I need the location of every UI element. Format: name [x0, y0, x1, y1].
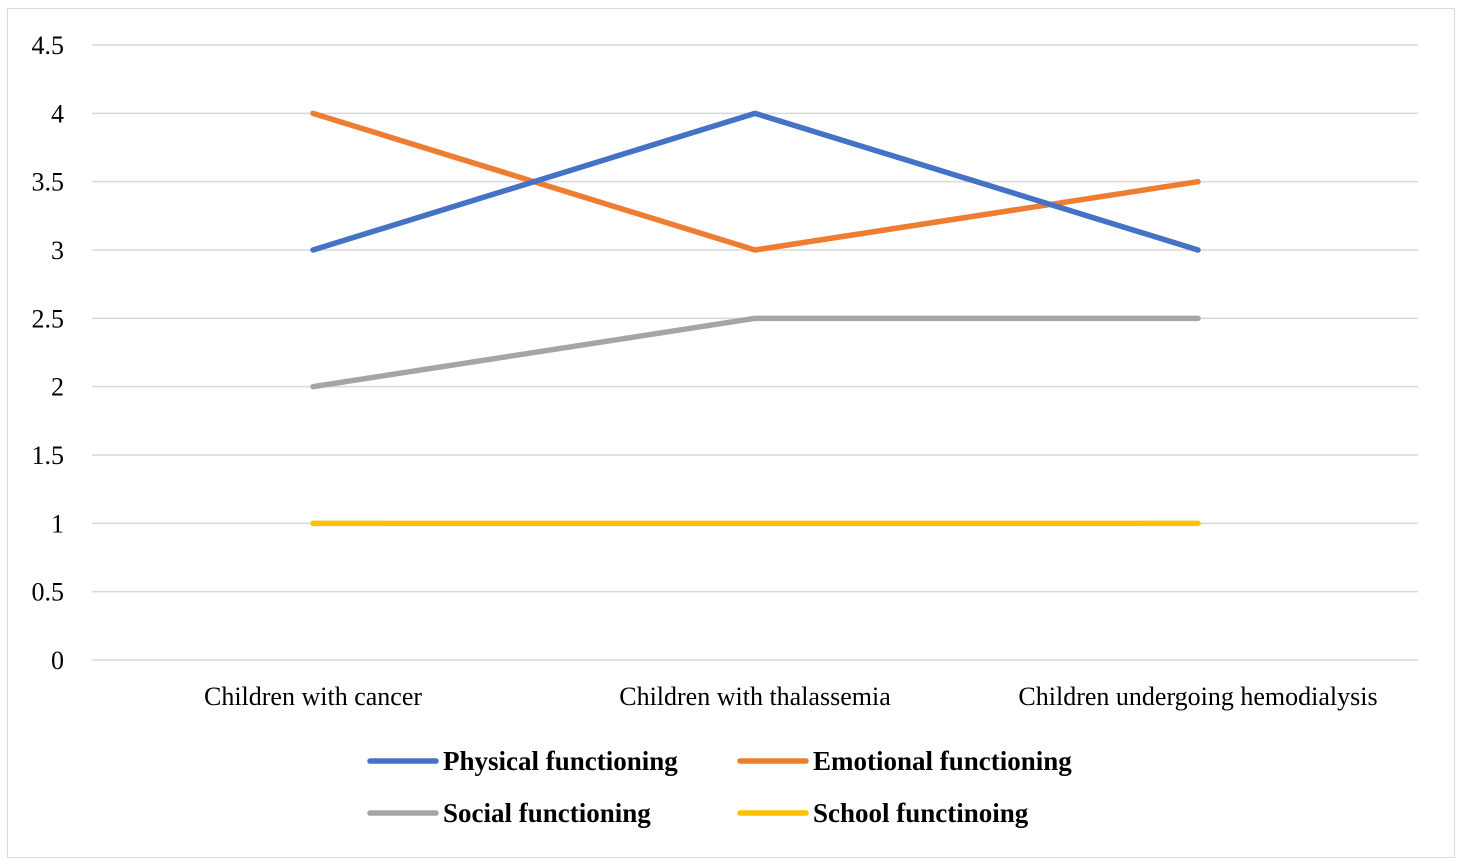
legend-item-school-functinoing: School functinoing [737, 798, 1029, 828]
legend-label: Emotional functioning [813, 746, 1072, 776]
y-tick-label: 3.5 [32, 168, 65, 197]
x-tick-label: Children with thalassemia [619, 682, 891, 711]
legend: Physical functioning Emotional functionin… [367, 746, 1072, 828]
y-tick-label: 3 [51, 236, 64, 265]
y-tick-label: 2 [51, 373, 64, 402]
legend-item-physical-functioning: Physical functioning [367, 746, 678, 776]
y-tick-label: 1 [51, 509, 64, 538]
y-tick-label: 4.5 [32, 31, 65, 60]
legend-label: School functinoing [813, 798, 1029, 828]
y-tick-label: 0 [51, 646, 64, 675]
x-axis-tick-labels: Children with cancer Children with thalas… [204, 682, 1378, 711]
legend-item-emotional-functioning: Emotional functioning [737, 746, 1072, 776]
y-axis-tick-labels: 0 0.5 1 1.5 2 2.5 3 3.5 4 4.5 [32, 31, 65, 675]
x-tick-label: Children undergoing hemodialysis [1018, 682, 1377, 711]
y-tick-label: 2.5 [32, 304, 65, 333]
chart-frame [7, 8, 1455, 858]
x-tick-label: Children with cancer [204, 682, 422, 711]
legend-label: Social functioning [443, 798, 651, 828]
gridlines [92, 44, 1418, 661]
series-line-physical-functioning [310, 110, 1201, 253]
series-line-social-functioning [310, 315, 1201, 390]
series-lines [310, 110, 1201, 527]
y-tick-label: 4 [51, 99, 64, 128]
y-tick-label: 0.5 [32, 578, 65, 607]
y-tick-label: 1.5 [32, 441, 65, 470]
legend-label: Physical functioning [443, 746, 678, 776]
legend-item-social-functioning: Social functioning [367, 798, 651, 828]
